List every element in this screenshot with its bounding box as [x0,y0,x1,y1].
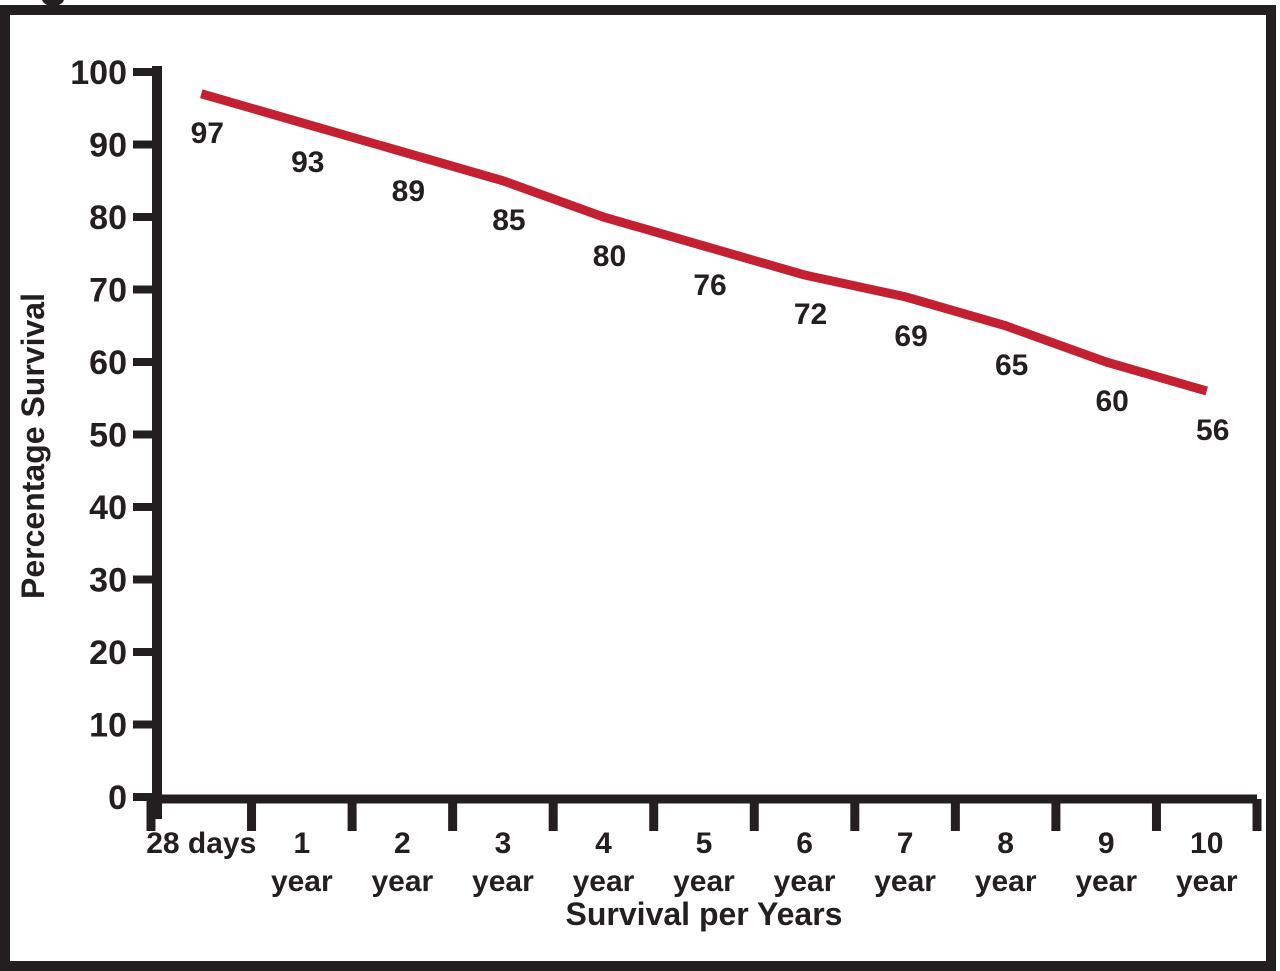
x-category-label: year [271,865,333,898]
x-category-label: 4 [595,827,612,860]
y-axis-title: Percentage Survival [15,293,51,599]
x-category-label: year [573,865,635,898]
x-category-label: 2 [394,827,411,860]
data-value-label: 56 [1196,414,1229,447]
survival-line [200,89,1208,396]
y-tick-label: 60 [89,344,127,382]
y-tick-label: 20 [89,634,127,672]
x-category-label: 28 days [146,827,256,860]
x-category-label: 6 [796,827,813,860]
data-value-label: 69 [894,320,927,353]
figure-border [0,5,1276,971]
y-tick-label: 10 [89,707,127,745]
x-category-label: 3 [495,827,512,860]
data-value-label: 80 [593,240,626,273]
x-category-label: year [1075,865,1137,898]
y-tick-label: 90 [89,127,127,165]
data-value-label: 60 [1095,385,1128,418]
y-tick-label: 80 [89,199,127,237]
x-category-label: 7 [897,827,914,860]
x-category-label: year [472,865,534,898]
data-value-label: 72 [794,298,827,331]
cropped-text-remnant [42,0,64,6]
y-tick-label: 100 [70,54,127,92]
data-value-label: 93 [291,146,324,179]
y-tick-label: 50 [89,417,127,455]
data-value-label: 89 [392,175,425,208]
x-category-label: year [874,865,936,898]
data-value-label: 65 [995,349,1028,382]
data-value-label: 85 [492,204,525,237]
x-category-label: year [1176,865,1238,898]
y-tick-label: 30 [89,562,127,600]
x-category-label: year [371,865,433,898]
x-category-label: year [673,865,735,898]
x-category-label: 10 [1190,827,1223,860]
y-tick-label: 0 [108,779,127,817]
x-category-label: 5 [696,827,713,860]
y-tick-label: 70 [89,272,127,310]
x-category-label: 9 [1098,827,1115,860]
x-category-label: year [774,865,836,898]
data-value-label: 76 [693,269,726,302]
x-category-label: 1 [293,827,310,860]
y-tick-label: 40 [89,489,127,527]
x-axis-title: Survival per Years [566,896,843,932]
x-category-label: year [975,865,1037,898]
x-category-label: 8 [997,827,1014,860]
data-value-label: 97 [191,117,224,150]
